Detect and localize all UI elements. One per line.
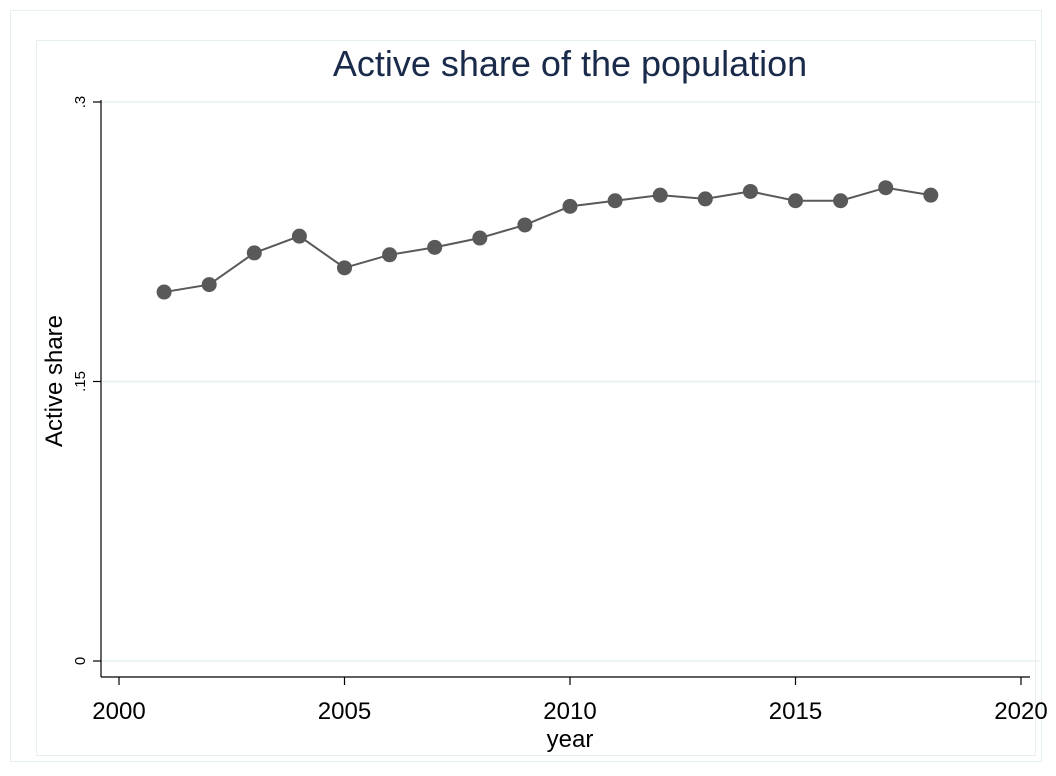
chart-title: Active share of the population — [333, 43, 807, 84]
x-tick-label: 2000 — [92, 698, 145, 725]
x-tick-label: 2015 — [769, 698, 822, 725]
x-tick-label: 2010 — [543, 698, 596, 725]
data-point — [472, 230, 488, 246]
data-point — [923, 187, 939, 203]
y-tick-label: .3 — [72, 96, 89, 109]
data-point — [382, 247, 398, 263]
axes — [100, 100, 1030, 678]
plot-frame — [36, 40, 1036, 756]
data-point — [652, 187, 668, 203]
y-tick-label: .15 — [72, 371, 89, 392]
outer-frame — [10, 10, 1042, 762]
gridlines — [101, 101, 1040, 662]
data-point — [337, 260, 352, 276]
x-axis-title: year — [547, 726, 594, 753]
x-tick-label: 2020 — [994, 698, 1047, 725]
data-point — [742, 183, 758, 199]
data-point — [833, 193, 849, 209]
series-line — [163, 186, 931, 294]
data-point — [246, 245, 262, 261]
data-point — [788, 193, 803, 209]
x-tick-label: 2005 — [318, 698, 371, 725]
data-point — [517, 217, 533, 233]
data-point — [201, 277, 217, 293]
data-point — [607, 193, 623, 209]
data-point — [562, 198, 578, 214]
y-axis-title: Active share — [41, 315, 68, 447]
data-point — [291, 228, 307, 244]
x-ticks: 2000 2005 2010 2015 2020 — [92, 677, 1048, 725]
data-point — [697, 191, 713, 207]
y-ticks: 0 .15 .3 — [72, 96, 101, 665]
y-tick-label: 0 — [72, 657, 89, 665]
data-point — [427, 239, 443, 255]
series — [156, 180, 939, 300]
data-point — [878, 180, 894, 196]
data-point — [156, 284, 172, 300]
